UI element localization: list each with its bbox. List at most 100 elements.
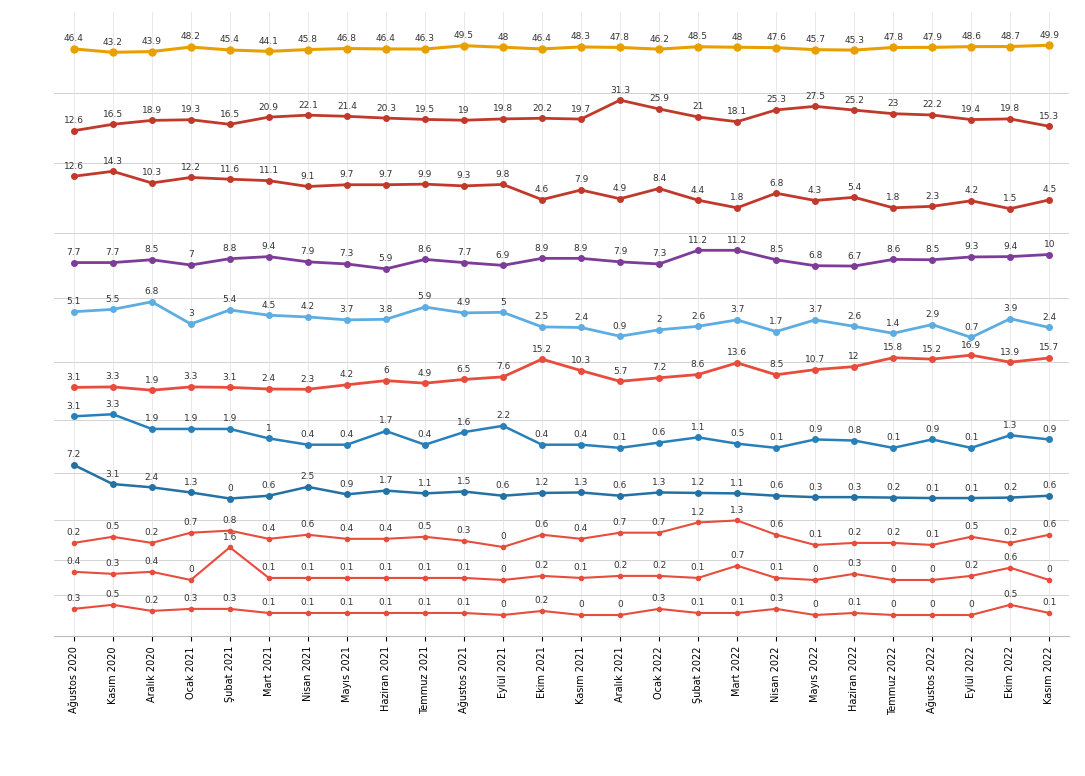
Text: 7.9: 7.9	[574, 175, 588, 185]
Text: 2.3: 2.3	[926, 192, 940, 201]
Text: 15.2: 15.2	[922, 345, 942, 354]
Text: 10.3: 10.3	[571, 356, 591, 365]
Text: 11.2: 11.2	[727, 236, 748, 244]
Text: 0.4: 0.4	[379, 525, 393, 533]
Text: 5.5: 5.5	[105, 295, 120, 304]
Text: 0.1: 0.1	[261, 563, 276, 573]
Text: 1.3: 1.3	[652, 478, 666, 487]
Text: 0.1: 0.1	[926, 531, 940, 539]
Text: 48.3: 48.3	[571, 33, 591, 41]
Text: 2.9: 2.9	[926, 310, 940, 319]
Text: 3.3: 3.3	[183, 372, 197, 381]
Text: 0.9: 0.9	[613, 322, 627, 331]
Text: 6.8: 6.8	[144, 287, 159, 296]
Text: 19.8: 19.8	[1000, 104, 1020, 113]
Text: 0.2: 0.2	[613, 561, 627, 570]
Text: 0.1: 0.1	[886, 433, 901, 442]
Text: 5: 5	[500, 298, 506, 307]
Text: 0.6: 0.6	[1003, 553, 1018, 562]
Text: 0.7: 0.7	[652, 518, 666, 527]
Text: 3.7: 3.7	[808, 305, 822, 314]
Text: 0.1: 0.1	[379, 563, 393, 573]
Text: 43.9: 43.9	[142, 37, 162, 46]
Text: 0: 0	[227, 484, 232, 493]
Text: 7.3: 7.3	[340, 249, 354, 258]
Text: 0.6: 0.6	[1042, 481, 1057, 490]
Text: 8.9: 8.9	[535, 244, 549, 253]
Text: 0.5: 0.5	[105, 591, 120, 599]
Text: 10.3: 10.3	[142, 168, 162, 178]
Text: 48: 48	[731, 33, 743, 42]
Text: 8.5: 8.5	[769, 360, 783, 369]
Text: 0.1: 0.1	[847, 598, 861, 608]
Text: 0.1: 0.1	[808, 531, 822, 539]
Text: 0.1: 0.1	[418, 563, 432, 573]
Text: 0.4: 0.4	[340, 525, 354, 533]
Text: 1.7: 1.7	[769, 317, 783, 326]
Text: 44.1: 44.1	[259, 36, 279, 46]
Text: 0.1: 0.1	[574, 563, 588, 573]
Text: 1.9: 1.9	[144, 414, 159, 424]
Text: 16.9: 16.9	[961, 341, 981, 350]
Text: 0.1: 0.1	[769, 563, 783, 573]
Text: 4.3: 4.3	[808, 186, 822, 195]
Text: 0.2: 0.2	[886, 483, 901, 492]
Text: 0.1: 0.1	[418, 598, 432, 608]
Text: 0.1: 0.1	[340, 598, 354, 608]
Text: 8.6: 8.6	[691, 360, 705, 369]
Text: 46.4: 46.4	[64, 34, 84, 43]
Text: 19.3: 19.3	[181, 106, 201, 114]
Text: 4.6: 4.6	[535, 185, 549, 194]
Text: 45.7: 45.7	[805, 35, 825, 44]
Text: 5.9: 5.9	[379, 255, 393, 263]
Text: 13.6: 13.6	[727, 348, 748, 357]
Text: 0.2: 0.2	[144, 528, 158, 537]
Text: 48.2: 48.2	[181, 33, 201, 41]
Text: 48.6: 48.6	[961, 32, 981, 41]
Text: 19.7: 19.7	[571, 105, 591, 113]
Text: 7.7: 7.7	[66, 248, 81, 257]
Text: 1.9: 1.9	[144, 376, 159, 385]
Text: 49.5: 49.5	[454, 31, 474, 40]
Text: 45.3: 45.3	[844, 36, 864, 44]
Text: 0.5: 0.5	[418, 522, 432, 532]
Text: 0.2: 0.2	[965, 561, 979, 570]
Text: 22.1: 22.1	[298, 101, 318, 109]
Text: 0.3: 0.3	[222, 594, 237, 603]
Text: 0.6: 0.6	[769, 520, 783, 529]
Text: 9.4: 9.4	[1003, 242, 1018, 251]
Text: 1.4: 1.4	[886, 319, 901, 327]
Text: 0.6: 0.6	[652, 428, 666, 437]
Text: 25.3: 25.3	[766, 95, 787, 105]
Text: 8.5: 8.5	[926, 245, 940, 255]
Text: 0.9: 0.9	[1042, 425, 1057, 434]
Text: 0.1: 0.1	[301, 563, 315, 573]
Text: 0.1: 0.1	[379, 598, 393, 608]
Text: 0: 0	[891, 601, 896, 609]
Text: 4.5: 4.5	[1042, 185, 1057, 194]
Text: 18.9: 18.9	[142, 106, 162, 115]
Text: 0.3: 0.3	[847, 483, 861, 491]
Text: 0.1: 0.1	[457, 598, 471, 608]
Text: 46.4: 46.4	[376, 34, 396, 43]
Text: 4.4: 4.4	[691, 185, 705, 195]
Text: 0.2: 0.2	[535, 561, 549, 570]
Text: 1.2: 1.2	[691, 478, 705, 487]
Text: 3: 3	[188, 310, 194, 318]
Text: 11.2: 11.2	[688, 236, 709, 244]
Text: 9.7: 9.7	[379, 170, 393, 179]
Text: 0.4: 0.4	[574, 430, 588, 439]
Text: 20.2: 20.2	[532, 104, 552, 113]
Text: 19.5: 19.5	[414, 105, 435, 114]
Text: 7.3: 7.3	[652, 249, 666, 258]
Text: 25.2: 25.2	[844, 95, 864, 105]
Text: 11.6: 11.6	[220, 165, 240, 174]
Text: 3.3: 3.3	[105, 372, 120, 381]
Text: 8.8: 8.8	[222, 244, 237, 253]
Text: 0.6: 0.6	[769, 481, 783, 490]
Text: 0.9: 0.9	[808, 425, 822, 434]
Text: 0.1: 0.1	[340, 563, 354, 573]
Text: 6.5: 6.5	[457, 365, 471, 374]
Text: 8.9: 8.9	[574, 244, 588, 253]
Text: 21: 21	[692, 102, 704, 112]
